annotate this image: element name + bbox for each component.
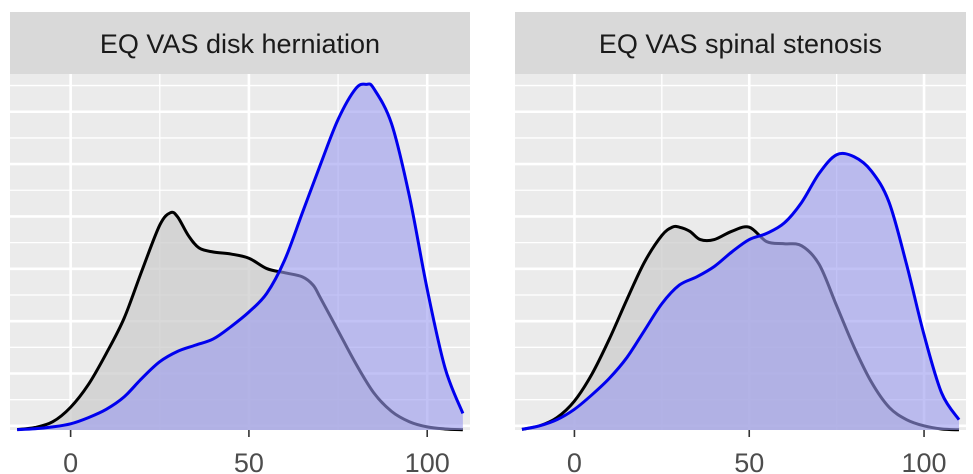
facet-panel-2: EQ VAS spinal stenosis 0 50 100 xyxy=(515,12,966,474)
density-line-2 xyxy=(17,82,465,432)
facet-strip xyxy=(515,12,966,74)
x-tick-label: 50 xyxy=(234,448,264,474)
x-tick-label: 0 xyxy=(567,448,582,474)
density-line-2 xyxy=(521,151,961,431)
x-tick-label: 100 xyxy=(405,448,450,474)
x-tick-label: 50 xyxy=(734,448,764,474)
facet-title: EQ VAS disk herniation xyxy=(100,29,380,59)
density-area-2 xyxy=(17,83,463,430)
facet-panel-1: EQ VAS disk herniation 0 50 100 xyxy=(10,12,470,474)
x-tick-label: 100 xyxy=(902,448,947,474)
density-area-2 xyxy=(521,153,960,431)
facet-title: EQ VAS spinal stenosis xyxy=(599,29,882,59)
x-tick-label: 0 xyxy=(63,448,78,474)
facet-strip xyxy=(10,12,470,74)
